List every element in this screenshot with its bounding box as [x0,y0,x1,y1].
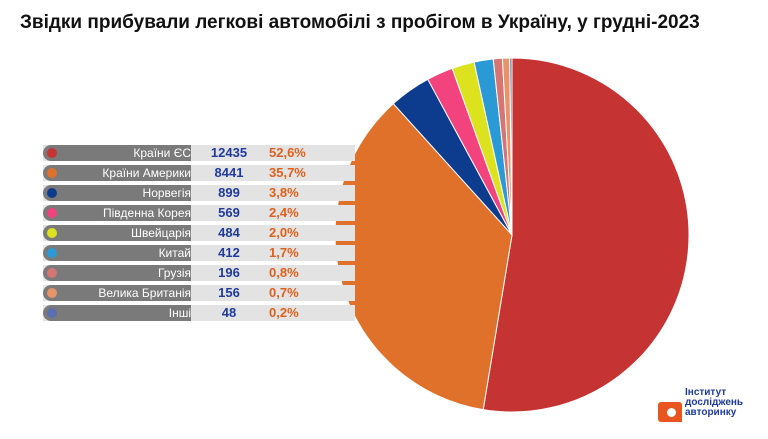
legend-color-dot [47,228,57,238]
logo-mark-icon [658,402,682,422]
legend-label-pill [43,185,191,201]
legend-percent: 1,7% [269,245,299,260]
legend-label: Велика Британія [98,286,191,300]
logo-line-3: авторинку [685,407,737,418]
legend-label-pill [43,205,191,221]
legend-label: Грузія [157,266,191,280]
legend-value: 484 [218,225,240,240]
chart-title: Звідки прибували легкові автомобілі з пр… [20,12,700,33]
legend-percent: 0,8% [269,265,299,280]
legend-percent: 52,6% [269,145,306,160]
legend-value: 156 [218,285,240,300]
legend-label-pill [43,245,191,261]
legend-color-dot [47,268,57,278]
legend-color-dot [47,288,57,298]
legend-row: Велика Британія 156 0,7% [43,283,363,303]
legend-label: Швейцарія [131,226,191,240]
institute-logo: Інститут досліджень авторинку [658,384,758,428]
legend-row: Швейцарія 484 2,0% [43,223,363,243]
legend-color-dot [47,168,57,178]
legend-label-pill [43,305,191,321]
legend-label-pill [43,165,191,181]
legend-percent: 2,4% [269,205,299,220]
legend-color-dot [47,148,57,158]
legend-value: 196 [218,265,240,280]
legend-row: Інші 48 0,2% [43,303,363,323]
legend-row: Південна Корея 569 2,4% [43,203,363,223]
legend-row: Норвегія 899 3,8% [43,183,363,203]
logo-line-1: Інститут [685,387,727,398]
legend-row: Країни Америки 8441 35,7% [43,163,363,183]
legend-value: 48 [221,305,237,320]
legend-row: Китай 412 1,7% [43,243,363,263]
legend-label-pill [43,145,191,161]
pie-slice [482,57,690,413]
legend-value: 412 [218,245,240,260]
legend-color-dot [47,188,57,198]
logo-line-2: досліджень [685,397,744,408]
legend-percent: 35,7% [269,165,306,180]
legend-color-dot [47,248,57,258]
legend-label-pill [43,225,191,241]
legend-label: Країни Америки [102,166,191,180]
legend-label: Інші [168,306,191,320]
legend-color-dot [47,308,57,318]
legend-value: 899 [218,185,240,200]
legend-row: Країни ЄС 12435 52,6% [43,143,363,163]
legend-label-pill [43,265,191,281]
legend-color-dot [47,208,57,218]
legend-table: Країни ЄС 12435 52,6% Країни Америки 8441 35,… [43,143,363,323]
legend-value: 8441 [214,165,244,180]
legend-percent: 3,8% [269,185,299,200]
legend-label: Норвегія [142,186,191,200]
legend-label: Китай [158,246,191,260]
legend-percent: 0,2% [269,305,299,320]
pie-slice [334,102,513,411]
legend-value: 569 [218,205,240,220]
legend-value: 12435 [210,145,248,160]
legend-label: Країни ЄС [133,146,191,160]
legend-label-pill [43,285,191,301]
legend-row: Грузія 196 0,8% [43,263,363,283]
legend-percent: 2,0% [269,225,299,240]
pie-slice [509,57,513,236]
legend-percent: 0,7% [269,285,299,300]
legend-label: Південна Корея [103,206,191,220]
